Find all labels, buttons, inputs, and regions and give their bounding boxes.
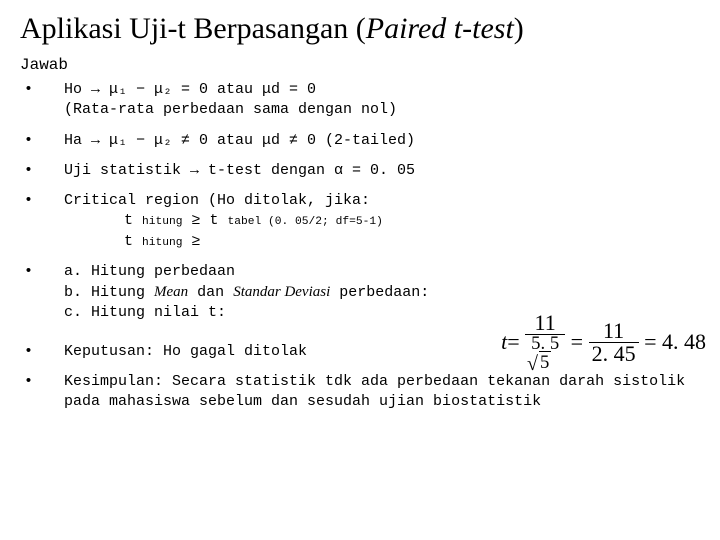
equals: = <box>644 329 656 354</box>
bullet-dot: • <box>20 131 64 151</box>
item-text: Ha → μ₁ − μ₂ ≠ 0 atau μd ≠ 0 (2-tailed) <box>64 131 700 151</box>
line: Ho → μ₁ − μ₂ = 0 atau μd = 0 <box>64 81 316 98</box>
bullet-dot: • <box>20 80 64 121</box>
fraction-1: 11 5. 5 5 <box>525 312 565 372</box>
denominator: 2. 45 <box>589 343 639 365</box>
sub: hitung <box>142 216 183 228</box>
page-title: Aplikasi Uji-t Berpasangan (Paired t-tes… <box>20 12 700 46</box>
critical-region-lines: t hitung ≥ t tabel (0. 05/2; df=5-1) t h… <box>124 211 700 252</box>
result-value: 4. 48 <box>662 329 706 354</box>
t-formula: t= 11 5. 5 5 = 11 2. 45 = 4. 48 <box>501 312 706 372</box>
italic-word: Standar Deviasi <box>233 284 330 300</box>
line: b. Hitung <box>64 284 154 301</box>
list-item: • Ho → μ₁ − μ₂ = 0 atau μd = 0 (Rata-rat… <box>20 80 700 121</box>
title-italic: Paired t-test <box>366 12 514 45</box>
list-item: • Uji statistik → t-test dengan α = 0. 0… <box>20 161 700 181</box>
bullet-dot: • <box>20 191 64 252</box>
list-item: • Ha → μ₁ − μ₂ ≠ 0 atau μd ≠ 0 (2-tailed… <box>20 131 700 151</box>
fraction-2: 11 2. 45 <box>589 320 639 365</box>
sqrt-icon: 5 <box>539 354 551 373</box>
sub: hitung <box>142 237 183 249</box>
item-text: Critical region (Ho ditolak, jika: t hit… <box>64 191 700 252</box>
line: a. Hitung perbedaan <box>64 263 235 280</box>
denominator: 5. 5 5 <box>525 335 565 372</box>
content-area: • Ho → μ₁ − μ₂ = 0 atau μd = 0 (Rata-rat… <box>20 80 700 412</box>
numerator: 11 <box>589 320 639 343</box>
geq: ≥ t <box>183 212 228 229</box>
t-sym: t <box>124 212 142 229</box>
t-sym: t <box>124 233 142 250</box>
bullet-dot: • <box>20 342 64 362</box>
line: perbedaan: <box>330 284 429 301</box>
bullet-dot: • <box>20 372 64 413</box>
answer-heading: Jawab <box>20 56 700 74</box>
numerator: 11 <box>525 312 565 335</box>
line: c. Hitung nilai t: <box>64 304 226 321</box>
bullet-dot: • <box>20 161 64 181</box>
line: Critical region (Ho ditolak, jika: <box>64 192 370 209</box>
item-text: Ho → μ₁ − μ₂ = 0 atau μd = 0 (Rata-rata … <box>64 80 700 121</box>
line: (Rata-rata perbedaan sama dengan nol) <box>64 101 397 118</box>
title-plain: Aplikasi Uji-t Berpasangan ( <box>20 12 366 45</box>
geq: ≥ <box>183 233 201 250</box>
inner-den: 5 <box>528 354 562 373</box>
inner-fraction: 5. 5 5 <box>528 335 562 372</box>
list-item: • Kesimpulan: Secara statistik tdk ada p… <box>20 372 700 413</box>
sub: tabel (0. 05/2; df=5-1) <box>228 216 383 228</box>
list-item: • Critical region (Ho ditolak, jika: t h… <box>20 191 700 252</box>
equals: = <box>571 329 583 354</box>
italic-word: Mean <box>154 284 188 300</box>
item-text: Uji statistik → t-test dengan α = 0. 05 <box>64 161 700 181</box>
bullet-dot: • <box>20 262 64 324</box>
item-text: Kesimpulan: Secara statistik tdk ada per… <box>64 372 700 413</box>
title-close: ) <box>514 12 524 45</box>
line: dan <box>188 284 233 301</box>
equals: = <box>507 329 519 354</box>
radicand: 5 <box>539 351 551 373</box>
